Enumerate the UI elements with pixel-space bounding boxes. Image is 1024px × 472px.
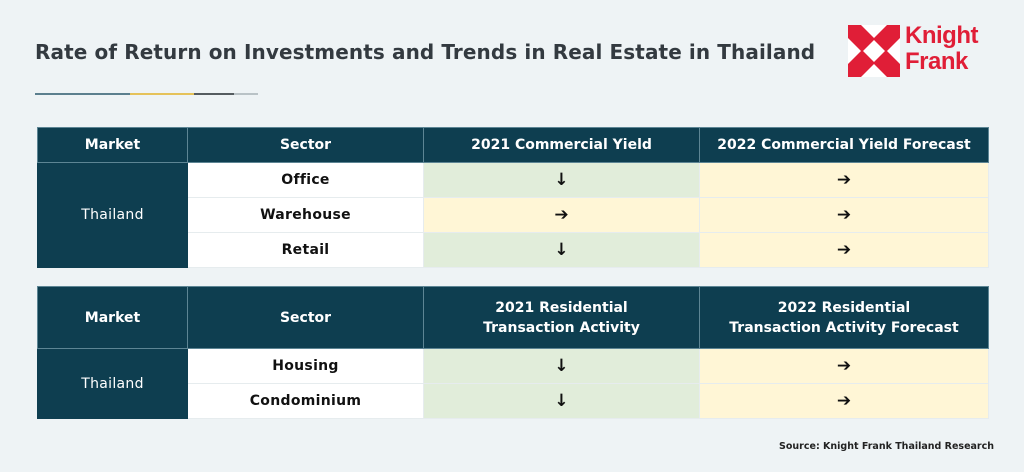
arrow-right-icon: ➔ <box>836 391 852 411</box>
arrow-right-icon: ➔ <box>836 356 852 376</box>
header-line: Transaction Activity <box>483 319 640 336</box>
page-title: Rate of Return on Investments and Trends… <box>35 40 816 64</box>
knight-frank-logo: Knight Frank <box>848 23 998 79</box>
sector-cell: Warehouse <box>187 197 424 233</box>
trend-cell: ➔ <box>699 232 989 268</box>
logo-line-1: Knight <box>905 22 978 49</box>
title-underline-segment <box>194 93 234 95</box>
trend-cell: ➔ <box>699 197 989 233</box>
trend-cell: ➔ <box>699 162 989 198</box>
trend-cell: ↓ <box>423 162 700 198</box>
header-line: 2021 Residential <box>495 299 628 316</box>
arrow-down-icon: ↓ <box>554 170 569 190</box>
table-header-row: Market Sector 2021 Commercial Yield 2022… <box>37 127 989 163</box>
trend-cell: ➔ <box>423 197 700 233</box>
title-underline-segment <box>234 93 258 95</box>
sector-cell: Retail <box>187 232 424 268</box>
column-header-2022: 2022 Commercial Yield Forecast <box>699 127 989 163</box>
table-row: Thailand Office ↓ ➔ <box>37 162 989 268</box>
trend-cell: ↓ <box>423 383 700 419</box>
trend-cell: ↓ <box>423 232 700 268</box>
sector-cell: Housing <box>187 348 424 384</box>
table-row: Retail ↓ ➔ <box>38 232 989 268</box>
residential-activity-table: Market Sector 2021 Residential Transacti… <box>37 286 989 419</box>
table-header-row: Market Sector 2021 Residential Transacti… <box>37 286 989 349</box>
arrow-right-icon: ➔ <box>554 205 569 225</box>
arrow-down-icon: ↓ <box>554 356 569 376</box>
sector-cell: Condominium <box>187 383 424 419</box>
title-underline-segment <box>35 93 130 95</box>
column-header-2021: 2021 Residential Transaction Activity <box>423 286 700 349</box>
table-row: Condominium ↓ ➔ <box>38 383 989 419</box>
market-cell: Thailand <box>37 162 188 268</box>
table-row: Thailand Housing ↓ ➔ <box>37 348 989 419</box>
header-line: 2022 Residential <box>777 299 911 316</box>
arrow-right-icon: ➔ <box>836 205 852 225</box>
title-underline-segment <box>130 93 194 95</box>
header-line: Transaction Activity Forecast <box>729 319 959 336</box>
trend-cell: ↓ <box>423 348 700 384</box>
market-cell: Thailand <box>37 348 188 419</box>
column-header-market: Market <box>37 286 188 349</box>
column-header-2021: 2021 Commercial Yield <box>423 127 700 163</box>
column-header-sector: Sector <box>187 286 424 349</box>
arrow-down-icon: ↓ <box>554 391 569 411</box>
column-header-sector: Sector <box>187 127 424 163</box>
column-header-market: Market <box>37 127 188 163</box>
logo-mark-icon <box>848 25 900 77</box>
sector-cell: Office <box>187 162 424 198</box>
arrow-down-icon: ↓ <box>554 240 569 260</box>
source-note: Source: Knight Frank Thailand Research <box>779 441 994 452</box>
logo-wordmark: Knight Frank <box>905 23 978 75</box>
arrow-right-icon: ➔ <box>836 240 852 260</box>
commercial-yield-table: Market Sector 2021 Commercial Yield 2022… <box>37 127 989 268</box>
trend-cell: ➔ <box>699 383 989 419</box>
column-header-2022: 2022 Residential Transaction Activity Fo… <box>699 286 989 349</box>
trend-cell: ➔ <box>699 348 989 384</box>
arrow-right-icon: ➔ <box>836 170 852 190</box>
logo-line-2: Frank <box>905 48 968 75</box>
